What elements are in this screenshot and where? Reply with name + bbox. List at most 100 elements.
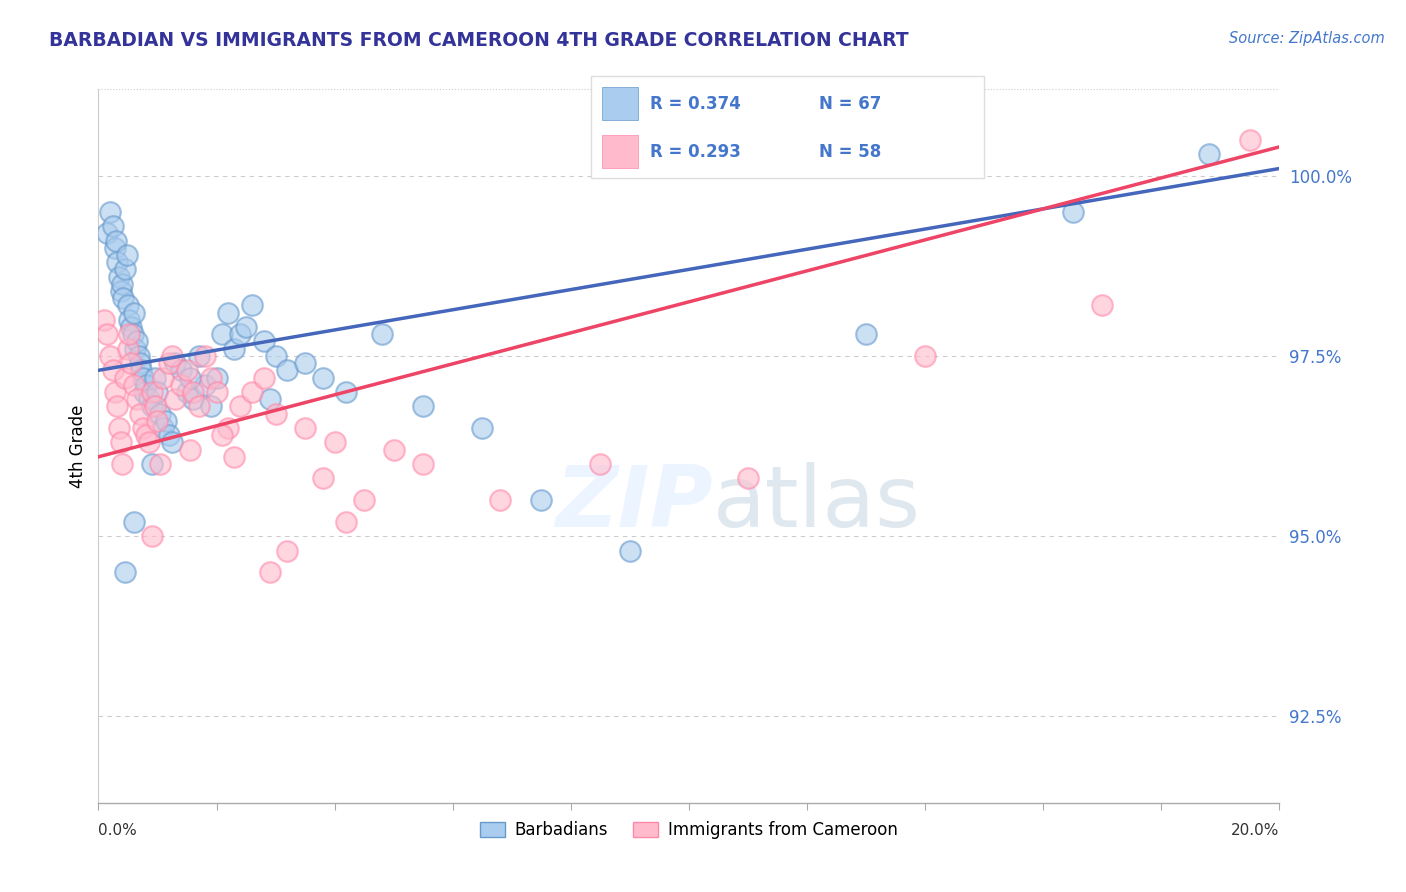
Point xyxy=(96,327,118,342)
Text: N = 58: N = 58 xyxy=(818,143,882,161)
Point xyxy=(353,493,375,508)
Point xyxy=(122,515,145,529)
Point xyxy=(110,284,132,298)
Point xyxy=(205,384,228,399)
Text: 0.0%: 0.0% xyxy=(98,823,138,838)
Point xyxy=(412,457,434,471)
Point xyxy=(187,400,209,414)
Point xyxy=(276,363,298,377)
Text: 20.0%: 20.0% xyxy=(1232,823,1279,838)
Point xyxy=(229,327,252,342)
Point xyxy=(103,363,125,377)
Point xyxy=(205,370,228,384)
Point xyxy=(138,435,160,450)
Point xyxy=(105,400,128,414)
Point xyxy=(162,349,183,363)
Point xyxy=(132,370,155,384)
Point xyxy=(335,384,357,399)
Point xyxy=(105,234,128,248)
Point xyxy=(125,334,148,349)
Point xyxy=(98,349,121,363)
Point xyxy=(165,356,187,370)
Point xyxy=(179,370,201,384)
Point xyxy=(125,392,148,406)
Point xyxy=(211,327,233,342)
Point xyxy=(152,421,174,435)
Point xyxy=(181,384,204,399)
Text: N = 67: N = 67 xyxy=(818,95,882,112)
Point xyxy=(312,471,335,485)
Point xyxy=(138,392,160,406)
Point xyxy=(141,457,163,471)
Point xyxy=(855,327,877,342)
Point xyxy=(264,349,287,363)
Point xyxy=(165,392,187,406)
Point xyxy=(121,327,143,342)
Y-axis label: 4th Grade: 4th Grade xyxy=(69,404,87,488)
Point xyxy=(112,291,135,305)
Point xyxy=(187,349,209,363)
Point xyxy=(114,565,136,579)
Point xyxy=(146,414,169,428)
Legend: Barbadians, Immigrants from Cameroon: Barbadians, Immigrants from Cameroon xyxy=(472,814,905,846)
Text: R = 0.293: R = 0.293 xyxy=(650,143,741,161)
Point xyxy=(264,407,287,421)
Point xyxy=(170,377,193,392)
Point xyxy=(235,320,257,334)
Point xyxy=(132,421,155,435)
Point xyxy=(1198,147,1220,161)
Point xyxy=(200,400,222,414)
Point xyxy=(114,370,136,384)
Point xyxy=(224,450,246,464)
Point xyxy=(253,334,276,349)
Point xyxy=(141,384,163,399)
Point xyxy=(335,515,357,529)
Point xyxy=(128,356,150,370)
Point xyxy=(124,342,146,356)
Point xyxy=(312,370,335,384)
Point xyxy=(108,421,131,435)
Point xyxy=(224,342,246,356)
Point xyxy=(111,457,134,471)
Point xyxy=(412,400,434,414)
Text: BARBADIAN VS IMMIGRANTS FROM CAMEROON 4TH GRADE CORRELATION CHART: BARBADIAN VS IMMIGRANTS FROM CAMEROON 4T… xyxy=(49,31,908,50)
Text: R = 0.374: R = 0.374 xyxy=(650,95,741,112)
Point xyxy=(589,457,612,471)
Point xyxy=(118,313,141,327)
FancyBboxPatch shape xyxy=(602,136,638,168)
Point xyxy=(259,565,281,579)
Point xyxy=(181,392,204,406)
Point xyxy=(253,370,276,384)
Point xyxy=(217,306,239,320)
Point xyxy=(103,219,125,234)
Point xyxy=(141,529,163,543)
Point xyxy=(135,428,157,442)
Point xyxy=(110,435,132,450)
Point xyxy=(1062,204,1084,219)
Point xyxy=(323,435,346,450)
Point xyxy=(128,349,150,363)
Point xyxy=(737,471,759,485)
Point xyxy=(128,407,150,421)
Point xyxy=(294,356,316,370)
Point xyxy=(471,421,494,435)
Point xyxy=(149,407,172,421)
Point xyxy=(105,255,128,269)
FancyBboxPatch shape xyxy=(602,87,638,120)
Point xyxy=(200,370,222,384)
Point xyxy=(146,384,169,399)
Point xyxy=(157,428,180,442)
Point xyxy=(143,370,166,384)
Point xyxy=(176,363,198,377)
Point xyxy=(157,356,180,370)
Point xyxy=(294,421,316,435)
Point xyxy=(1091,298,1114,312)
Point xyxy=(104,384,127,399)
Point xyxy=(217,421,239,435)
Point xyxy=(259,392,281,406)
Point xyxy=(240,384,263,399)
Point xyxy=(162,435,183,450)
Point xyxy=(111,277,134,291)
Point xyxy=(135,377,157,392)
Point xyxy=(93,313,115,327)
